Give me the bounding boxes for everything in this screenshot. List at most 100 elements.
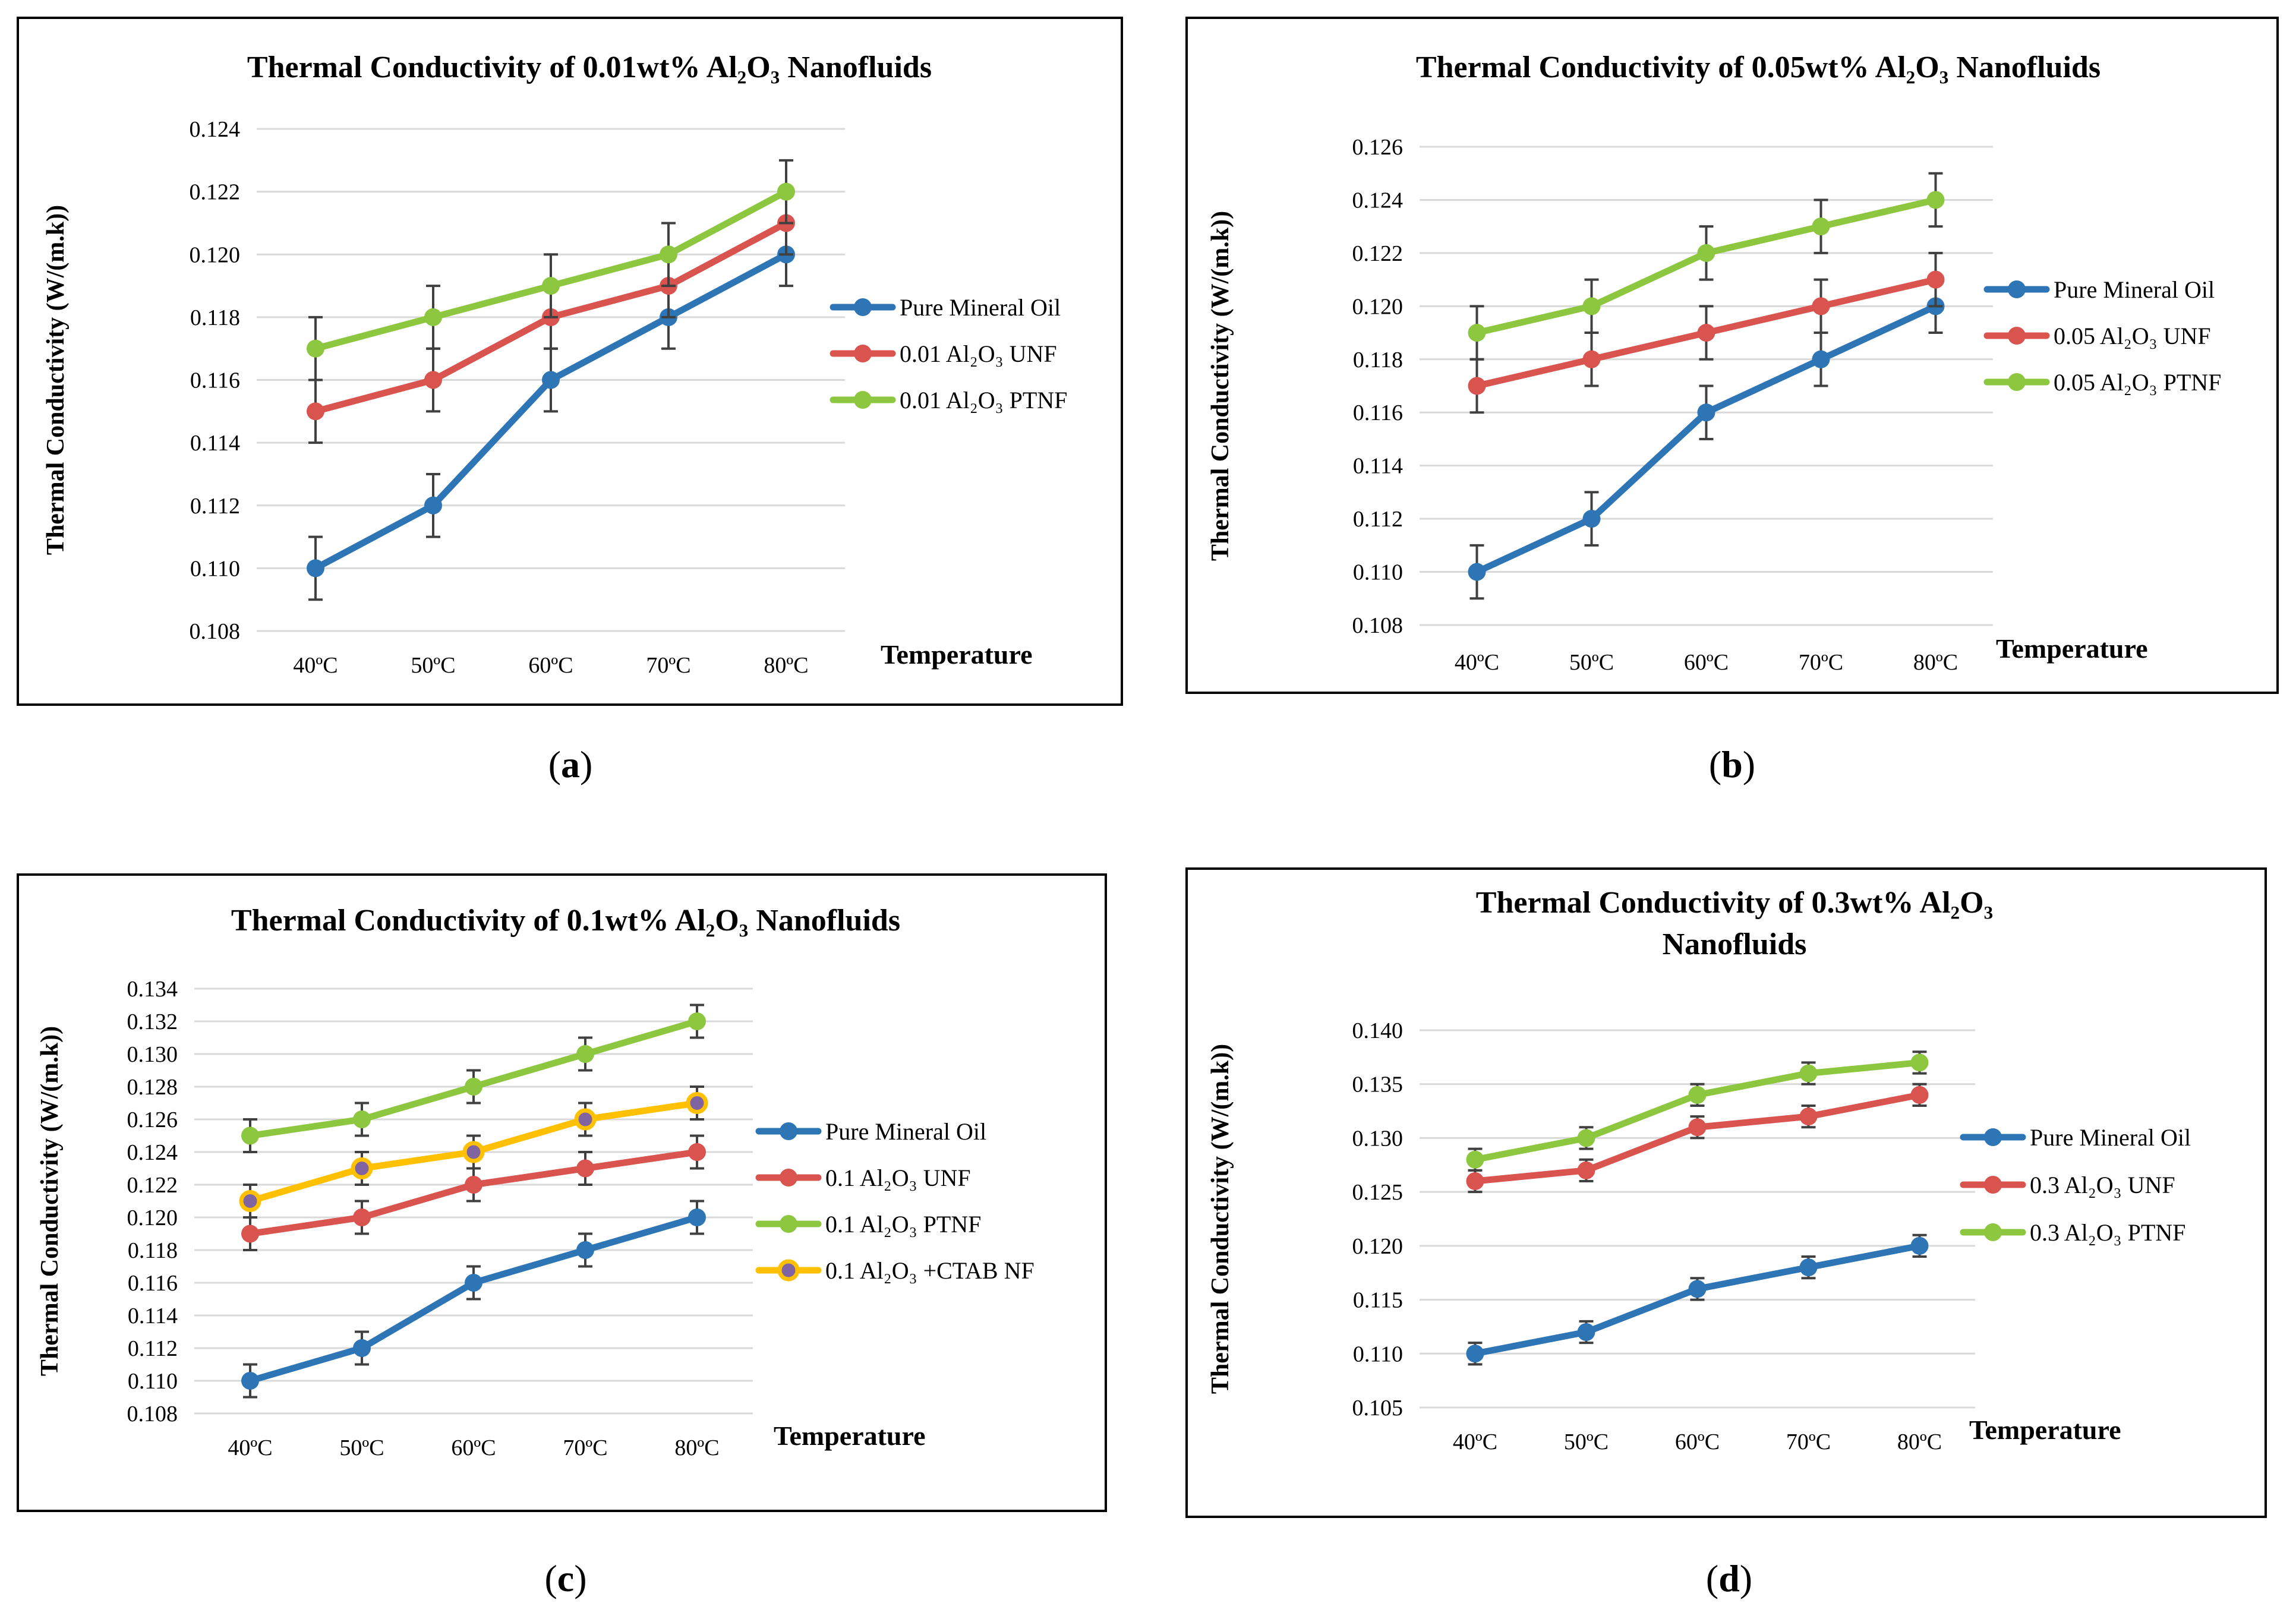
y-tick-label: 0.125 bbox=[1352, 1180, 1404, 1205]
data-point bbox=[1697, 324, 1715, 342]
legend-label: 0.1 Al₂O₃ UNF bbox=[825, 1165, 971, 1191]
legend-label: Pure Mineral Oil bbox=[2054, 276, 2215, 303]
y-tick-label: 0.114 bbox=[128, 1304, 178, 1328]
y-tick-label: 0.130 bbox=[1352, 1126, 1404, 1151]
data-point bbox=[307, 402, 324, 421]
y-tick-label: 0.124 bbox=[127, 1140, 178, 1165]
y-tick-label: 0.122 bbox=[127, 1173, 178, 1198]
data-point bbox=[353, 1110, 371, 1128]
chart-panel-d: Thermal Conductivity of 0.3wt% Al₂O₃ Nano… bbox=[1185, 867, 2267, 1518]
chart-d: Thermal Conductivity of 0.3wt% Al₂O₃ Nano… bbox=[1207, 886, 2191, 1454]
y-tick-label: 0.134 bbox=[127, 977, 178, 1002]
data-point bbox=[307, 559, 324, 578]
legend-label: 0.1 Al₂O₃ +CTAB NF bbox=[825, 1257, 1035, 1284]
data-point bbox=[688, 1143, 706, 1161]
y-tick-label: 0.108 bbox=[190, 619, 241, 644]
y-axis-label: Thermal Conductivity (W/(m.k)) bbox=[36, 1026, 64, 1376]
x-axis-label: Temperature bbox=[1969, 1415, 2121, 1445]
legend-label: 0.3 Al₂O₃ PTNF bbox=[2030, 1219, 2185, 1246]
x-tick-label: 40ºC bbox=[1453, 1429, 1497, 1454]
data-point bbox=[424, 308, 442, 326]
caption-d: (d) bbox=[1705, 1557, 1753, 1599]
legend-marker bbox=[854, 298, 872, 316]
y-tick-label: 0.105 bbox=[1352, 1396, 1404, 1421]
y-tick-label: 0.120 bbox=[127, 1206, 178, 1230]
x-tick-label: 70ºC bbox=[1786, 1429, 1831, 1454]
x-tick-label: 40ºC bbox=[293, 653, 338, 678]
data-point bbox=[688, 1208, 706, 1226]
data-point bbox=[307, 339, 324, 358]
legend-marker bbox=[854, 391, 872, 409]
data-point bbox=[576, 1045, 594, 1063]
chart-title: Thermal Conductivity of 0.05wt% Al₂O₃ Na… bbox=[1416, 51, 2101, 84]
data-point bbox=[576, 1241, 594, 1259]
data-point bbox=[1799, 1064, 1818, 1083]
legend-label: Pure Mineral Oil bbox=[2030, 1124, 2191, 1151]
data-point bbox=[1697, 244, 1715, 262]
legend-marker bbox=[780, 1122, 797, 1140]
data-point bbox=[1577, 1161, 1595, 1179]
y-tick-label: 0.126 bbox=[1352, 135, 1404, 160]
data-point bbox=[1466, 1150, 1484, 1169]
x-tick-label: 60ºC bbox=[1684, 650, 1729, 675]
x-tick-label: 40ºC bbox=[1455, 650, 1499, 675]
data-point bbox=[241, 1372, 259, 1390]
legend-marker bbox=[1984, 1176, 2002, 1194]
chart-b: Thermal Conductivity of 0.05wt% Al₂O₃ Na… bbox=[1207, 51, 2221, 675]
data-point bbox=[1926, 270, 1945, 289]
data-point bbox=[1812, 350, 1830, 368]
x-tick-label: 60ºC bbox=[451, 1435, 496, 1460]
x-axis-label: Temperature bbox=[881, 639, 1033, 670]
y-tick-label: 0.110 bbox=[1353, 1342, 1403, 1367]
legend-label: 0.01 Al₂O₃ PTNF bbox=[900, 387, 1067, 414]
y-tick-label: 0.112 bbox=[190, 494, 240, 519]
data-point bbox=[465, 1176, 482, 1194]
x-tick-label: 50ºC bbox=[339, 1435, 384, 1460]
chart-panel-a: Thermal Conductivity of 0.01wt% Al₂O₃ Na… bbox=[17, 17, 1123, 706]
x-tick-label: 70ºC bbox=[563, 1435, 607, 1460]
data-point bbox=[576, 1159, 594, 1178]
data-point bbox=[1812, 217, 1830, 236]
x-tick-label: 60ºC bbox=[528, 653, 573, 678]
data-point bbox=[1926, 191, 1945, 209]
data-point bbox=[1582, 350, 1601, 368]
caption-a: (a) bbox=[548, 743, 593, 785]
data-point bbox=[1910, 1085, 1929, 1104]
x-axis-label: Temperature bbox=[1996, 633, 2148, 664]
x-tick-label: 80ºC bbox=[1897, 1429, 1942, 1454]
data-point bbox=[777, 182, 795, 201]
y-tick-label: 0.114 bbox=[190, 431, 240, 456]
data-point bbox=[1688, 1280, 1707, 1298]
data-point bbox=[353, 1208, 371, 1226]
data-point bbox=[1688, 1085, 1707, 1104]
data-point bbox=[1582, 297, 1601, 315]
data-point bbox=[1466, 1345, 1484, 1363]
y-tick-label: 0.114 bbox=[1353, 454, 1403, 479]
data-point bbox=[1577, 1323, 1595, 1341]
data-point bbox=[1466, 1172, 1484, 1190]
y-tick-label: 0.108 bbox=[127, 1402, 178, 1427]
y-tick-label: 0.120 bbox=[190, 242, 241, 267]
y-tick-label: 0.130 bbox=[127, 1042, 178, 1067]
data-point bbox=[542, 277, 560, 295]
legend-label: 0.05 Al₂O₃ PTNF bbox=[2054, 369, 2221, 396]
legend-marker bbox=[777, 1259, 800, 1282]
data-point bbox=[1577, 1129, 1595, 1147]
data-point bbox=[1697, 403, 1715, 422]
data-point bbox=[688, 1012, 706, 1030]
chart-c: Thermal Conductivity of 0.1wt% Al₂O₃ Nan… bbox=[36, 904, 1035, 1460]
data-point bbox=[1468, 563, 1486, 581]
y-tick-label: 0.126 bbox=[127, 1107, 178, 1132]
legend-label: 0.05 Al₂O₃ UNF bbox=[2054, 323, 2211, 349]
y-tick-label: 0.122 bbox=[1352, 241, 1404, 266]
y-tick-label: 0.110 bbox=[128, 1369, 178, 1394]
y-tick-label: 0.110 bbox=[1353, 560, 1403, 585]
x-tick-label: 80ºC bbox=[674, 1435, 719, 1460]
y-tick-label: 0.110 bbox=[190, 556, 240, 581]
data-point bbox=[424, 371, 442, 389]
y-tick-label: 0.116 bbox=[1353, 400, 1403, 425]
x-tick-label: 80ºC bbox=[1913, 650, 1958, 675]
y-tick-label: 0.132 bbox=[127, 1009, 178, 1034]
chart-a: Thermal Conductivity of 0.01wt% Al₂O₃ Na… bbox=[42, 51, 1067, 678]
legend-marker bbox=[2008, 373, 2026, 391]
